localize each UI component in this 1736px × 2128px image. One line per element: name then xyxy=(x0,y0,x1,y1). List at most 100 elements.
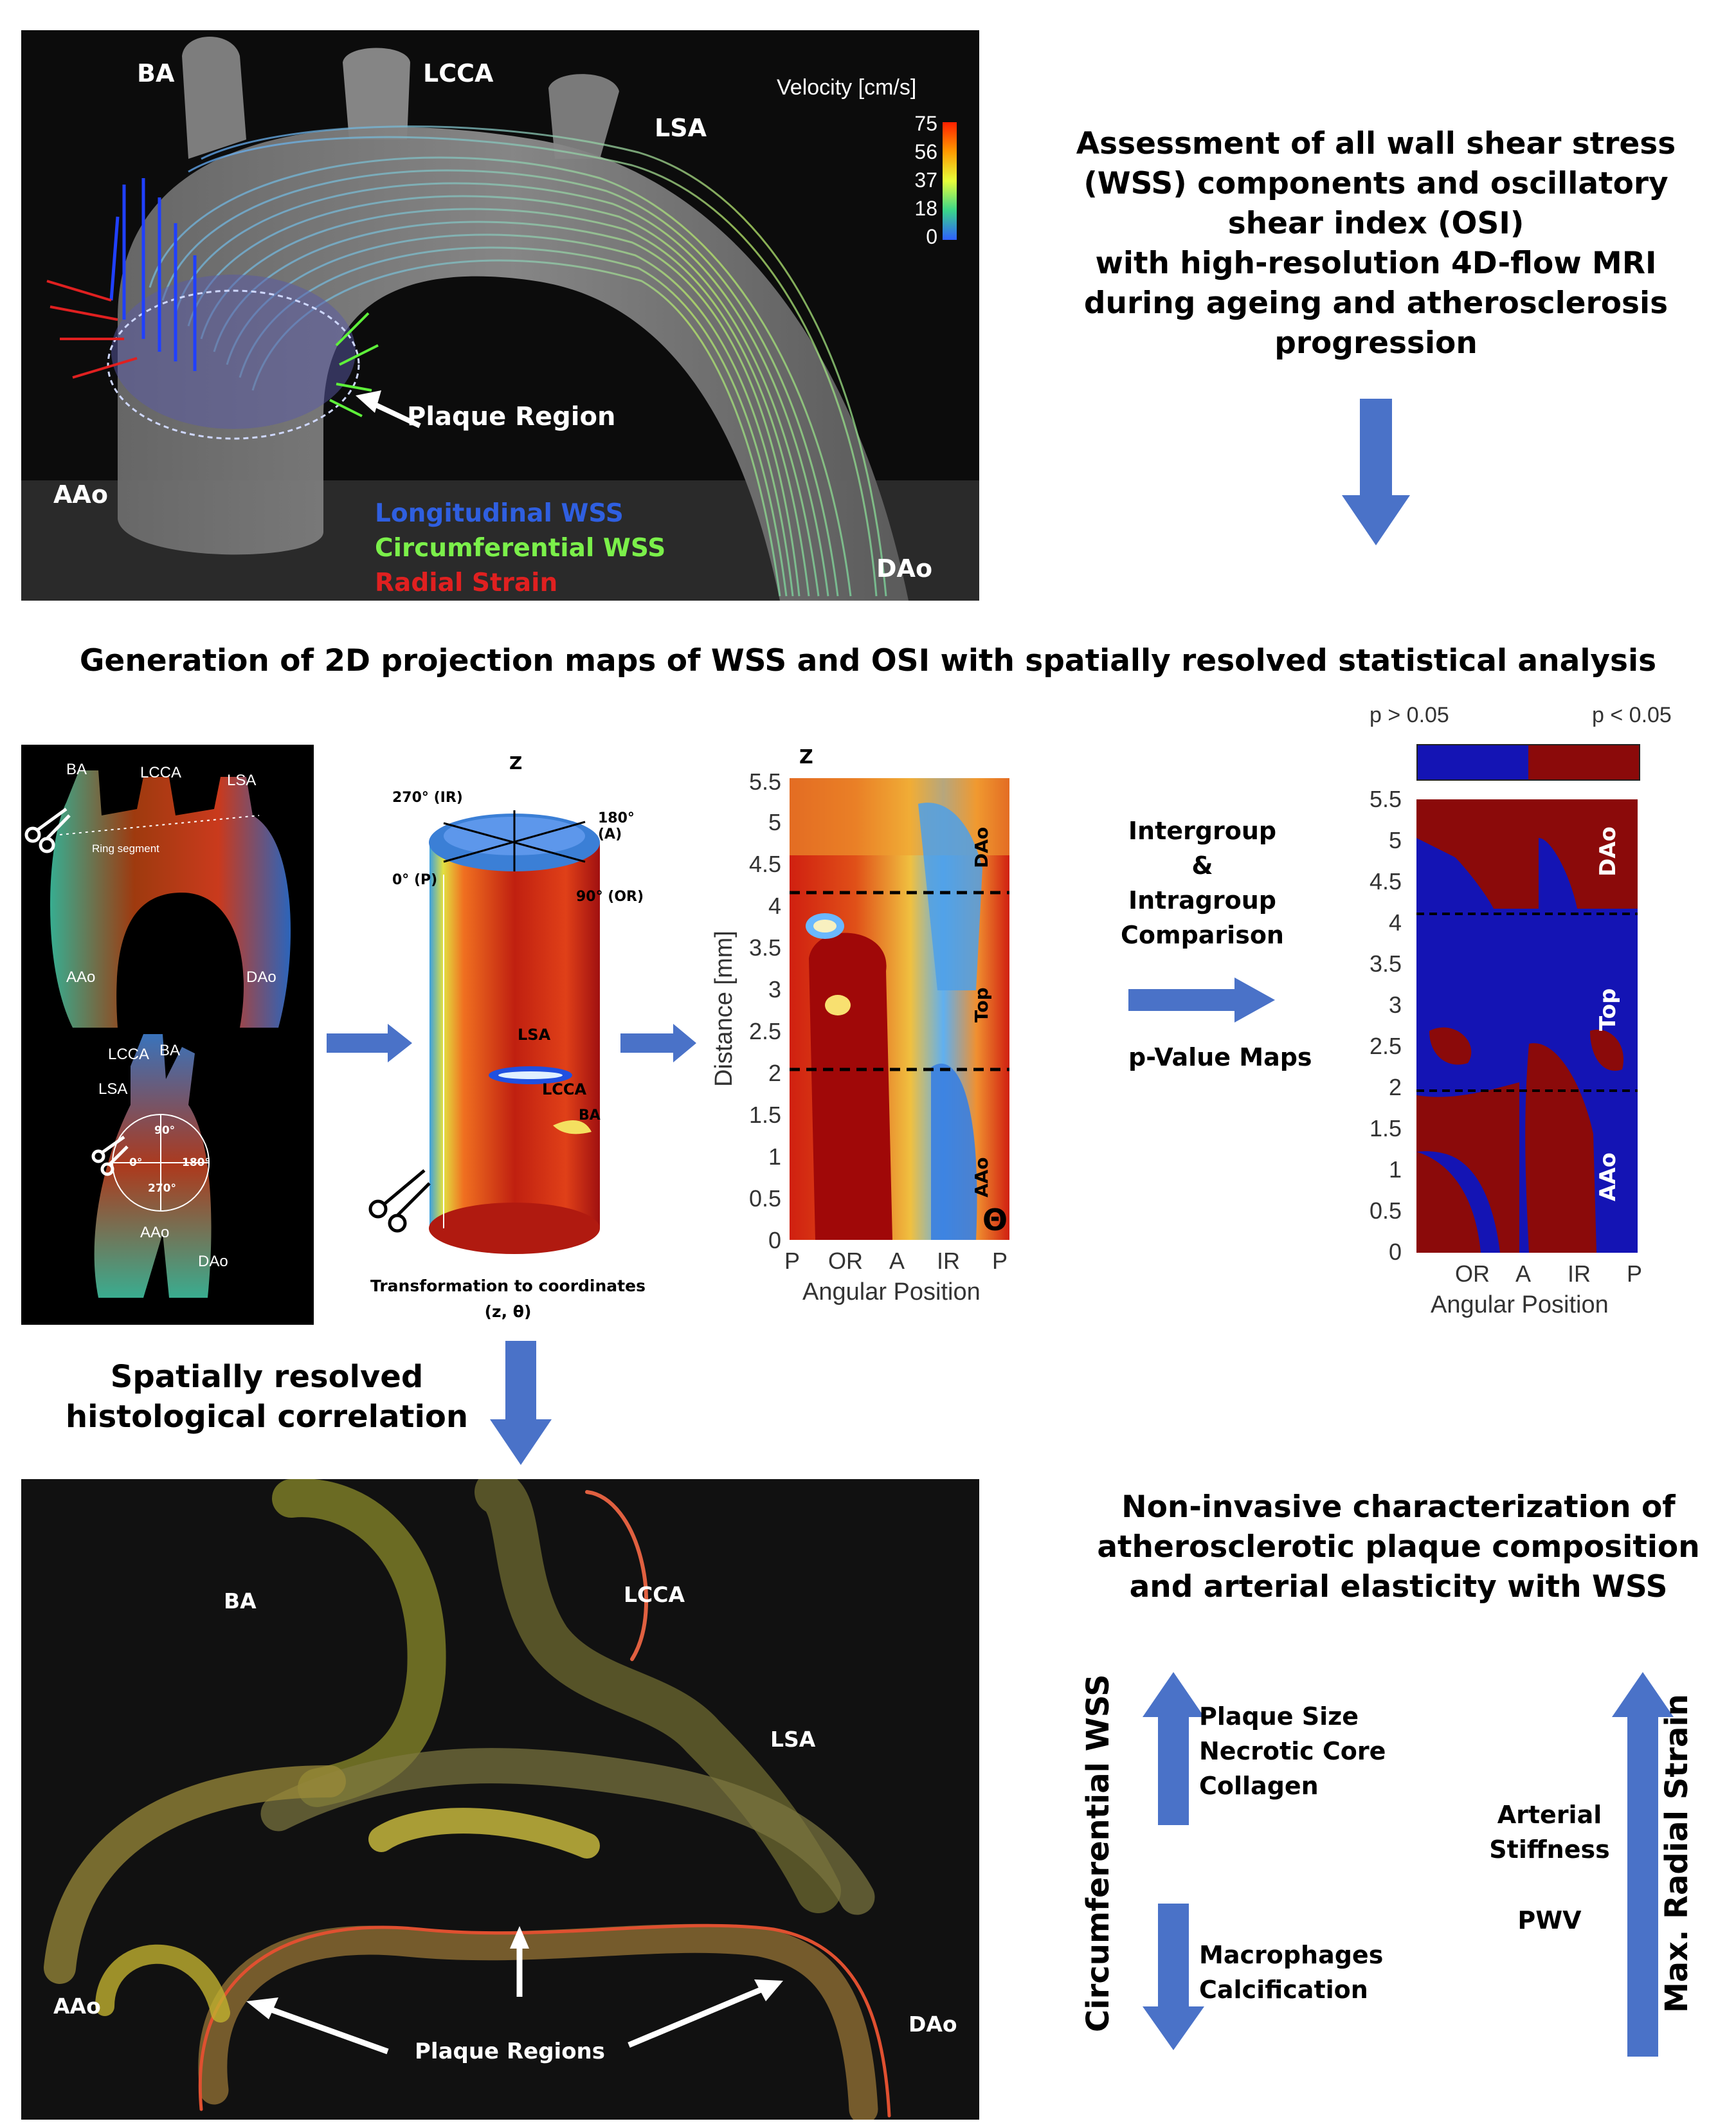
right-arrow-icon xyxy=(327,1024,412,1062)
aorta-3d-panel: BA LCCA LSA Ring segment AAo DAo LCCA BA… xyxy=(21,745,314,1325)
assessment-heading: Assessment of all wall shear stress (WSS… xyxy=(1076,126,1676,361)
ytick: 5 xyxy=(768,809,781,835)
deg-0-label: 0° xyxy=(129,1156,143,1169)
map-z-label: Z xyxy=(799,746,813,768)
cylinder-0-label: 0° (P) xyxy=(392,872,438,888)
ytick: 1.5 xyxy=(748,1102,781,1128)
map-ylabel: Distance [mm] xyxy=(710,931,737,1087)
histology-panel: BA LCCA LSA AAo DAo Plaque Regions xyxy=(21,1479,979,2120)
map-region-top: Top xyxy=(971,987,992,1023)
map-xticks: P OR A IR P xyxy=(778,1248,1029,1280)
xtick: P xyxy=(1627,1260,1643,1287)
plaque-region-label: Plaque Region xyxy=(407,402,616,432)
xtick: OR xyxy=(1455,1260,1490,1287)
legend-nonsignificant-swatch xyxy=(1418,745,1528,779)
pvalue-legend-bar xyxy=(1416,744,1640,781)
cylinder-180-label: 180° (A) xyxy=(598,810,635,842)
ring-segment-label: Ring segment xyxy=(92,842,159,855)
aorta2-label-lsa: LSA xyxy=(98,1080,128,1098)
generation-heading: Generation of 2D projection maps of WSS … xyxy=(79,643,1657,678)
ytick: 5.5 xyxy=(1369,786,1402,812)
xtick: A xyxy=(889,1248,905,1274)
cylinder-panel: Z 270° (IR) 180° (A) 0° (P) 90° (OR) LSA… xyxy=(360,746,662,1344)
pmap-xlabel: Angular Position xyxy=(1431,1291,1609,1318)
ytick: 4.5 xyxy=(748,851,781,877)
down-arrow-icon xyxy=(1143,1904,1204,2050)
aorta-label-dao: DAo xyxy=(246,969,276,986)
pvalue-map: DAo Top AAo xyxy=(1416,799,1638,1253)
pvalue-heatmap xyxy=(1416,799,1638,1253)
ytick: 2.5 xyxy=(1369,1033,1402,1059)
cylinder-ba-label: BA xyxy=(579,1107,601,1123)
pvalue-maps-label: p-Value Maps xyxy=(1128,1043,1312,1071)
aorta-label-lsa: LSA xyxy=(227,772,257,789)
xtick: P xyxy=(784,1248,800,1274)
colorbar-tick: 0 xyxy=(926,225,937,248)
histology-label-dao: DAo xyxy=(909,2012,957,2037)
histology-label-lsa: LSA xyxy=(770,1727,816,1752)
histology-heading: Spatially resolved histological correlat… xyxy=(65,1359,469,1435)
legend-significant-swatch xyxy=(1528,745,1639,779)
pvalue-legend-right: p < 0.05 xyxy=(1592,703,1672,727)
label-lcca: LCCA xyxy=(423,59,494,87)
colorbar-ticks: 75 56 37 18 0 xyxy=(899,109,937,251)
histology-label-ba: BA xyxy=(224,1588,257,1614)
xtick: OR xyxy=(828,1248,863,1274)
label-ba: BA xyxy=(137,59,175,87)
theta-symbol: Θ xyxy=(982,1203,1008,1237)
down-arrow-icon xyxy=(490,1341,552,1465)
pmap-region-aao: AAo xyxy=(1595,1152,1621,1201)
colorbar-tick: 18 xyxy=(914,197,937,220)
ytick: 4 xyxy=(1388,909,1402,936)
map-region-dao: DAo xyxy=(971,826,992,868)
up-arrow-icon xyxy=(1143,1672,1204,1825)
ytick: 2.5 xyxy=(748,1018,781,1044)
ytick: 3 xyxy=(768,976,781,1003)
transformation-caption: Transformation to coordinates (z, θ) xyxy=(370,1277,646,1321)
flow-legend: Longitudinal WSS Circumferential WSS Rad… xyxy=(375,496,665,601)
ytick: 1 xyxy=(1388,1156,1402,1183)
right-arrow-icon xyxy=(620,1024,696,1062)
ytick: 0.5 xyxy=(748,1185,781,1212)
aorta-label-lcca: LCCA xyxy=(140,764,182,781)
cylinder-z-label: Z xyxy=(509,752,523,774)
cylinder-270-label: 270° (IR) xyxy=(392,790,463,806)
ytick: 2 xyxy=(768,1060,781,1086)
cylinder-lsa-label: LSA xyxy=(518,1026,551,1044)
ytick: 3.5 xyxy=(1369,950,1402,977)
label-dao: DAo xyxy=(876,554,933,583)
down-arrow-icon xyxy=(1342,399,1410,545)
histology-label-aao: AAo xyxy=(53,1994,101,2019)
cylinder-90-label: 90° (OR) xyxy=(576,889,644,905)
ytick: 4.5 xyxy=(1369,868,1402,895)
cylinder-lcca-label: LCCA xyxy=(542,1080,587,1098)
label-aao: AAo xyxy=(53,480,108,509)
colorbar-tick: 37 xyxy=(914,168,937,192)
legend-radial-strain: Radial Strain xyxy=(375,568,558,597)
histology-image xyxy=(44,1479,891,2120)
wss-heatmap xyxy=(790,778,1009,1240)
plaque-regions-label: Plaque Regions xyxy=(415,2039,605,2064)
ytick: 3 xyxy=(1388,992,1402,1018)
ytick: 0 xyxy=(768,1227,781,1253)
aorta-label-ba: BA xyxy=(66,761,87,778)
aorta-3d-image xyxy=(24,770,291,1298)
deg-180-label: 180° xyxy=(182,1156,210,1169)
cylinder-image xyxy=(368,810,600,1254)
pmap-region-top: Top xyxy=(1595,988,1621,1031)
xtick: IR xyxy=(1568,1260,1591,1287)
aorta2-label-lcca: LCCA xyxy=(108,1046,150,1063)
ytick: 0.5 xyxy=(1369,1197,1402,1224)
max-radial-strain-label: Max. Radial Strain xyxy=(1659,1694,1695,2013)
decrease-list: Macrophages Calcification xyxy=(1199,1941,1384,2004)
wss-projection-map: DAo Top AAo Θ xyxy=(790,778,1009,1240)
deg-270-label: 270° xyxy=(148,1182,176,1195)
map-region-aao: AAo xyxy=(971,1157,992,1197)
label-lsa: LSA xyxy=(655,114,707,142)
aorta-label-aao: AAo xyxy=(66,969,96,986)
xtick: A xyxy=(1515,1260,1532,1287)
xtick: P xyxy=(992,1248,1008,1274)
ytick: 5 xyxy=(1388,827,1402,853)
flow-visualization-panel: BA LCCA LSA AAo DAo Plaque Region Veloci… xyxy=(21,30,979,601)
pmap-region-dao: DAo xyxy=(1595,826,1621,877)
